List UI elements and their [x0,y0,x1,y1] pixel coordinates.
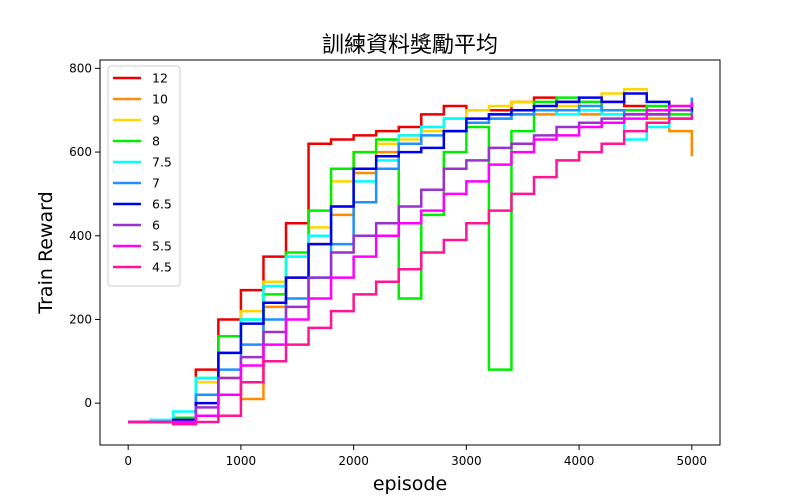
x-axis-label: episode [373,473,447,495]
x-tick-label: 4000 [564,454,595,468]
series-line-8 [128,96,694,424]
x-tick-label: 3000 [451,454,482,468]
x-tick-label: 2000 [338,454,369,468]
series-line-4-5 [128,114,694,426]
legend-label: 10 [152,92,168,107]
series-line-10 [128,108,694,424]
series-line-12 [128,96,694,424]
legend-label: 6 [152,218,160,233]
legend-label: 9 [152,113,160,128]
y-axis-label: Train Reward [35,191,57,314]
y-tick-label: 200 [69,312,92,326]
legend-label: 6.5 [152,197,172,212]
plot-frame [99,59,721,446]
series-group [128,88,694,426]
series-line-6-5 [128,92,694,424]
y-tick-label: 600 [69,145,92,159]
legend-label: 7 [152,176,160,191]
chart-title: 訓練資料獎勵平均 [322,33,498,58]
series-line-5-5 [128,101,694,424]
x-tick-label: 1000 [226,454,257,468]
series-line-7 [128,97,694,424]
series-line-9 [128,88,694,424]
legend-label: 8 [152,134,160,149]
x-tick-label: 0 [124,454,132,468]
legend: 12 10 9 8 7.5 7 6.5 6 5.5 4.5 [107,65,181,287]
y-tick-label: 400 [69,229,92,243]
legend-label: 5.5 [152,239,172,254]
y-tick-label: 0 [84,396,92,410]
legend-label: 7.5 [152,155,172,170]
series-line-7-5 [128,108,694,424]
series-line-6 [128,108,692,424]
legend-label: 4.5 [152,260,172,275]
x-tick-label: 5000 [677,454,708,468]
y-tick-label: 800 [69,61,92,75]
legend-label: 12 [152,71,168,86]
ticks-group: 0 1000 2000 3000 4000 5000 0 200 400 600 800 [69,61,707,468]
